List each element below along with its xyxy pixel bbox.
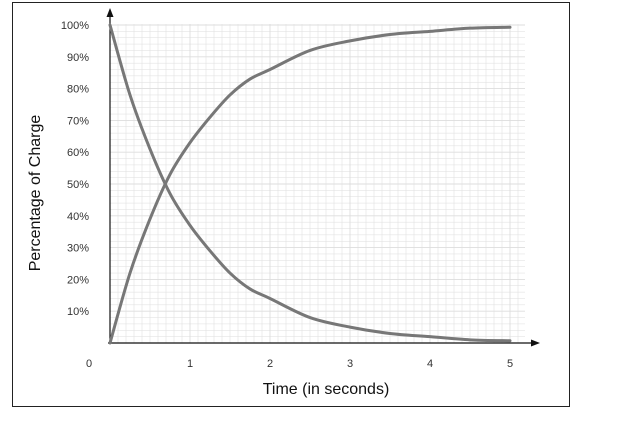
- axes: [106, 8, 540, 347]
- x-tick-label: 4: [427, 358, 433, 370]
- x-tick-label: 3: [347, 358, 353, 370]
- y-tick-label: 80%: [67, 84, 89, 96]
- tick-labels: 10% 20% 30% 40% 50% 60% 70% 80% 90% 100% 0 1 2 3 4 5: [61, 20, 513, 370]
- y-tick-label: 30%: [67, 243, 89, 255]
- y-tick-label: 60%: [67, 147, 89, 159]
- x-axis-arrow: [531, 339, 540, 347]
- y-tick-label: 20%: [67, 274, 89, 286]
- y-tick-label: 40%: [67, 211, 89, 223]
- charge-discharge-chart: 10% 20% 30% 40% 50% 60% 70% 80% 90% 100% 0 1 2 3 4 5 Ti…: [27, 8, 540, 398]
- series-lines: [108, 23, 512, 345]
- x-tick-label: 1: [187, 358, 193, 370]
- y-axis-title: Percentage of Charge: [27, 115, 44, 272]
- y-tick-label: 70%: [67, 115, 89, 127]
- x-tick-label: 2: [267, 358, 273, 370]
- grid: [109, 24, 525, 344]
- x-tick-label: 0: [86, 358, 92, 370]
- y-tick-label: 10%: [67, 306, 89, 318]
- y-tick-label: 100%: [61, 20, 89, 32]
- y-tick-label: 50%: [67, 179, 89, 191]
- charging-curve: [108, 25, 512, 345]
- discharging-curve: [108, 23, 512, 343]
- x-axis-title: Time (in seconds): [263, 381, 390, 398]
- x-tick-label: 5: [507, 358, 513, 370]
- y-tick-label: 90%: [67, 52, 89, 64]
- chart-frame: 10% 20% 30% 40% 50% 60% 70% 80% 90% 100% 0 1 2 3 4 5 Ti…: [12, 2, 570, 407]
- y-axis-arrow: [106, 8, 114, 17]
